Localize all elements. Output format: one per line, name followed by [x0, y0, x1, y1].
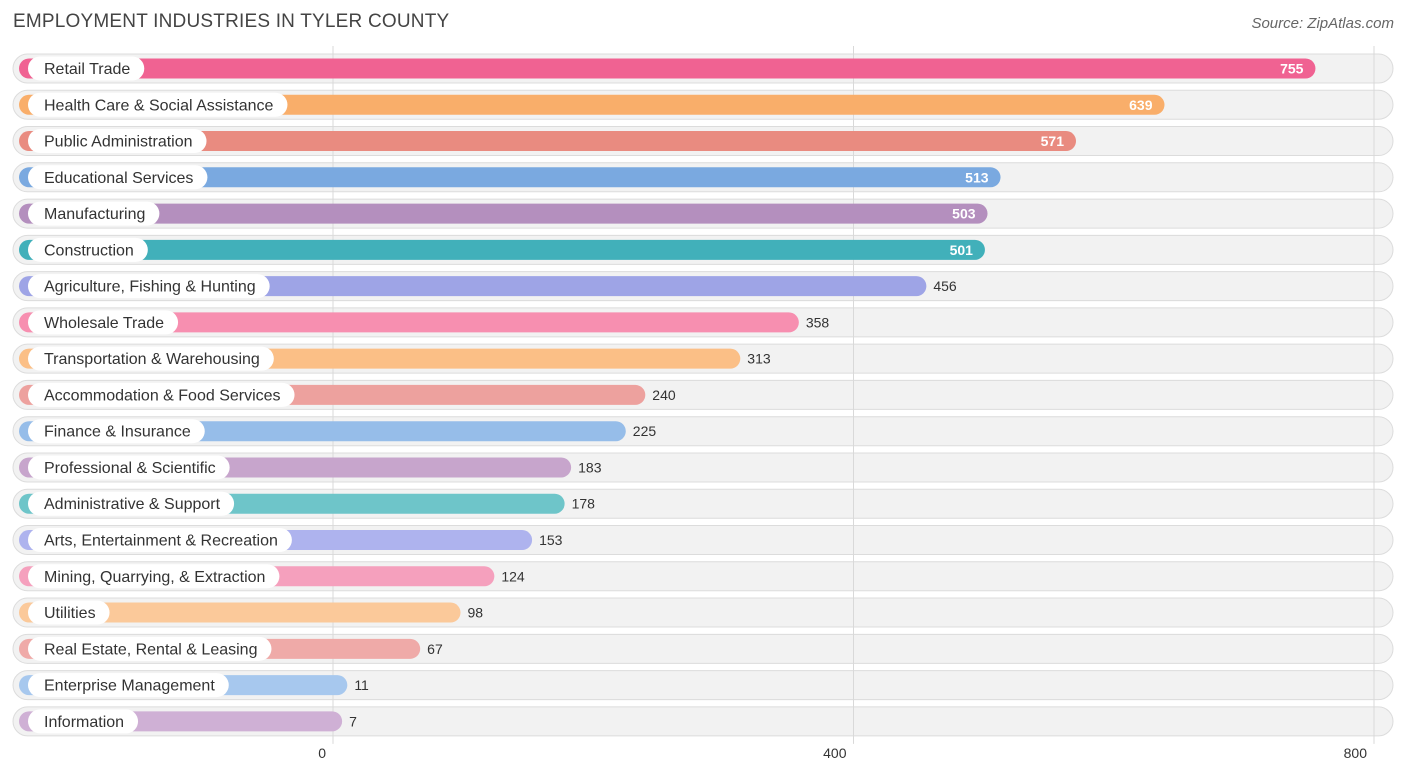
category-label-pill	[28, 201, 160, 226]
category-label: Retail Trade	[44, 61, 130, 78]
bar	[19, 94, 1165, 115]
category-label: Information	[44, 714, 124, 731]
value-label: 98	[468, 605, 484, 621]
value-label: 639	[1129, 97, 1153, 113]
category-label-pill	[28, 346, 274, 371]
value-label: 501	[950, 242, 974, 258]
x-tick-label: 400	[823, 745, 847, 761]
value-label: 11	[354, 677, 369, 693]
bar	[19, 602, 461, 623]
category-label-pill	[28, 56, 145, 81]
category-label-pill	[28, 673, 229, 698]
category-label: Agriculture, Fishing & Hunting	[44, 279, 256, 296]
value-label: 571	[1041, 133, 1065, 149]
x-tick-label: 0	[318, 745, 326, 761]
category-label-pill	[28, 491, 235, 516]
value-label: 358	[806, 314, 830, 330]
bar	[19, 58, 1316, 79]
value-label: 503	[952, 206, 976, 222]
category-label: Public Administration	[44, 134, 193, 151]
category-label: Professional & Scientific	[44, 460, 216, 477]
value-label: 513	[965, 169, 989, 185]
category-label-pill	[28, 237, 148, 262]
category-label-pill	[28, 528, 292, 553]
category-label-pill	[28, 419, 205, 444]
value-label: 755	[1280, 61, 1304, 77]
bar	[19, 312, 799, 333]
value-label: 313	[747, 351, 771, 367]
x-tick-label: 800	[1344, 745, 1368, 761]
category-label: Mining, Quarrying, & Extraction	[44, 569, 265, 586]
category-label-pill	[28, 564, 280, 589]
category-label-pill	[28, 310, 179, 335]
category-label: Utilities	[44, 605, 96, 622]
value-label: 456	[933, 278, 957, 294]
category-label: Enterprise Management	[44, 678, 215, 695]
category-label: Transportation & Warehousing	[44, 351, 260, 368]
value-label: 153	[539, 532, 563, 548]
category-label-pill	[28, 455, 230, 480]
category-label-pill	[28, 92, 288, 117]
category-label-pill	[28, 129, 207, 154]
value-label: 7	[349, 713, 357, 729]
value-label: 178	[572, 496, 596, 512]
category-label: Wholesale Trade	[44, 315, 164, 332]
value-label: 124	[501, 568, 525, 584]
category-label: Administrative & Support	[44, 496, 221, 513]
bar	[19, 203, 988, 224]
category-label: Educational Services	[44, 170, 193, 187]
chart-title: EMPLOYMENT INDUSTRIES IN TYLER COUNTY	[13, 11, 450, 32]
category-label-pill	[28, 600, 110, 625]
category-label-pill	[28, 709, 139, 734]
bar	[19, 131, 1077, 152]
value-label: 240	[652, 387, 676, 403]
category-label: Manufacturing	[44, 206, 145, 223]
category-label-pill	[28, 382, 295, 407]
source-note: Source: ZipAtlas.com	[1251, 15, 1394, 32]
value-label: 183	[578, 459, 602, 475]
bar	[19, 239, 985, 260]
category-label-pill	[28, 274, 270, 299]
category-label: Construction	[44, 242, 134, 259]
value-label: 225	[633, 423, 657, 439]
row-background	[12, 670, 1394, 701]
category-label: Arts, Entertainment & Recreation	[44, 533, 278, 550]
category-label-pill	[28, 165, 208, 190]
category-label-pill	[28, 636, 272, 661]
category-label: Finance & Insurance	[44, 424, 191, 441]
value-label: 67	[427, 641, 443, 657]
row-background	[12, 706, 1394, 737]
bar	[19, 167, 1001, 188]
category-label: Real Estate, Rental & Leasing	[44, 641, 257, 658]
category-label: Health Care & Social Assistance	[44, 97, 274, 114]
category-label: Accommodation & Food Services	[44, 387, 281, 404]
